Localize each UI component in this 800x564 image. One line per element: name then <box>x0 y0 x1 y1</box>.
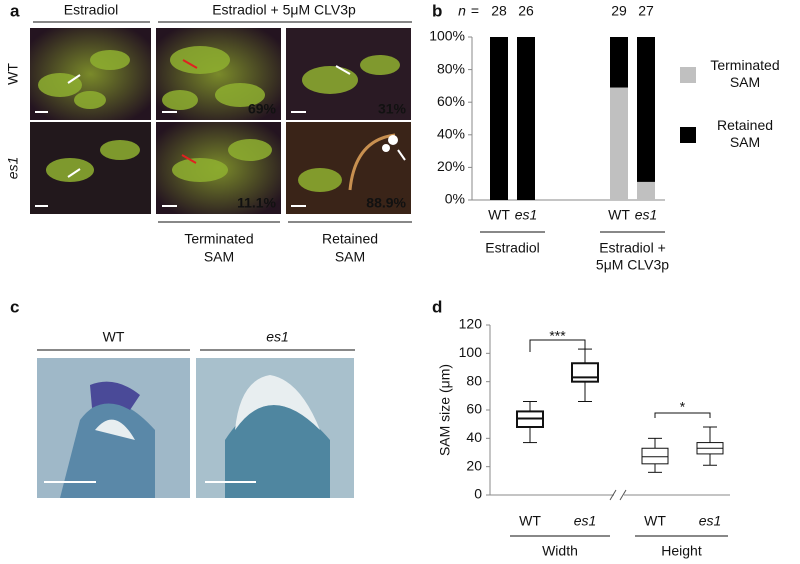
outcome-label: SAM <box>204 249 234 265</box>
significance: *** <box>549 328 566 344</box>
n-value: 26 <box>518 3 534 19</box>
group-label: Height <box>661 543 702 559</box>
x-tick-label: es1 <box>635 207 658 223</box>
row-label: es1 <box>5 157 21 180</box>
y-axis-title: SAM size (μm) <box>437 364 453 456</box>
x-tick-label: WT <box>608 207 630 223</box>
y-tick-label: 40 <box>466 429 482 445</box>
percentage: 31% <box>378 101 407 117</box>
n-sign: = <box>471 3 479 19</box>
y-tick-label: 0 <box>474 486 482 502</box>
y-tick-label: 120 <box>459 316 483 332</box>
group-label: Estradiol + <box>599 240 666 256</box>
legend-label-box: Terminated SAM <box>710 57 780 90</box>
group-label: 5μM CLV3p <box>596 257 669 273</box>
panel-label: b <box>432 1 442 20</box>
panel-label: c <box>10 297 19 316</box>
box <box>641 447 669 465</box>
x-tick-label: es1 <box>699 513 722 529</box>
legend-label: Retained SAM <box>716 117 774 150</box>
x-tick-label: WT <box>519 513 541 529</box>
panel-label: d <box>432 297 442 316</box>
x-tick-label: es1 <box>574 513 597 529</box>
y-tick-label: 20 <box>466 457 482 473</box>
bar-segment <box>610 37 628 88</box>
x-tick-label: WT <box>488 207 510 223</box>
panel-c-photos <box>37 358 354 498</box>
bar-segment <box>610 87 628 200</box>
y-tick-label: 60 <box>466 401 482 417</box>
y-tick-label: 0% <box>445 191 465 207</box>
outcome-label: Retained <box>322 231 378 247</box>
bar-segment <box>490 37 508 200</box>
percentage: 11.1% <box>237 195 276 211</box>
outcome-label: Terminated <box>184 231 253 247</box>
significance-bracket <box>654 412 711 418</box>
bar-segment <box>637 181 655 200</box>
x-tick-label: WT <box>644 513 666 529</box>
percentage: 69% <box>248 101 277 117</box>
y-tick-label: 40% <box>437 126 465 142</box>
n-label: n <box>458 3 466 19</box>
significance-bracket <box>529 339 586 360</box>
y-tick-label: 80 <box>466 372 482 388</box>
n-value: 29 <box>611 3 627 19</box>
legend-label: Terminated SAM <box>710 57 780 90</box>
legend-label-box: Retained SAM <box>716 117 774 150</box>
column-header: Estradiol <box>64 2 118 18</box>
panel-a-photos <box>30 28 411 214</box>
outcome-label: SAM <box>335 249 365 265</box>
group-label: Width <box>542 543 578 559</box>
row-label: WT <box>5 63 21 85</box>
axis-break <box>609 489 627 501</box>
column-header: es1 <box>266 329 289 345</box>
x-tick-label: es1 <box>515 207 538 223</box>
column-header: WT <box>103 329 125 345</box>
y-tick-label: 100% <box>429 28 465 44</box>
group-label: Estradiol <box>485 240 539 256</box>
legend-swatch <box>680 127 696 143</box>
y-tick-label: 100 <box>459 344 483 360</box>
n-value: 27 <box>638 3 654 19</box>
y-tick-label: 80% <box>437 60 465 76</box>
box <box>571 362 599 383</box>
bar-segment <box>637 37 655 182</box>
legend-swatch <box>680 67 696 83</box>
panel-label: a <box>10 1 20 20</box>
bar-segment <box>517 37 535 200</box>
column-header: Estradiol + 5μM CLV3p <box>212 2 356 18</box>
y-tick-label: 20% <box>437 158 465 174</box>
y-tick-label: 60% <box>437 93 465 109</box>
n-value: 28 <box>491 3 507 19</box>
percentage: 88.9% <box>366 195 406 211</box>
significance: * <box>680 399 686 415</box>
